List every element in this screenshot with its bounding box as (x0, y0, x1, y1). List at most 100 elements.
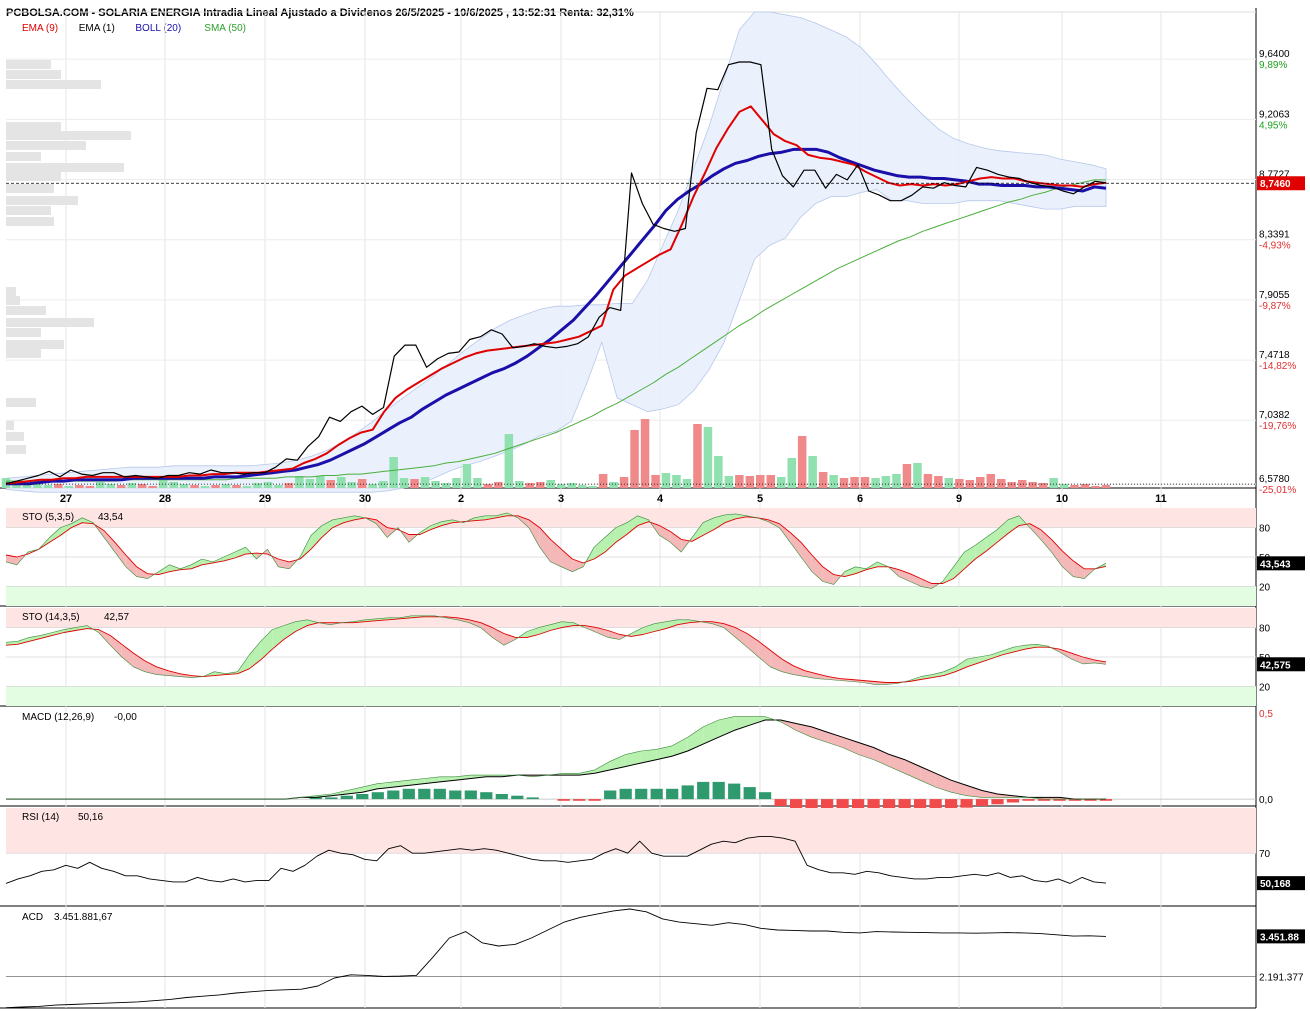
stochastic-fill (144, 660, 157, 675)
macd-histogram-bar (309, 797, 322, 800)
volume-bar (389, 457, 398, 488)
legend-item-2: BOLL (20) (135, 23, 181, 34)
y-tick-label: 7,9055 (1259, 290, 1290, 301)
level-label: 20 (1259, 682, 1271, 693)
stochastic-fill (136, 566, 148, 579)
volume-bar (829, 475, 838, 488)
stochastic-fill (670, 531, 682, 553)
stochastic-fill (874, 681, 886, 685)
stochastic-fill (997, 519, 1008, 543)
macd-histogram-bar (464, 790, 477, 800)
stochastic-fill (723, 623, 736, 638)
volume-bar (169, 482, 178, 488)
stochastic-fill (104, 530, 115, 553)
stochastic-fill (1071, 653, 1083, 664)
stochastic-last-label: 42,575 (1260, 660, 1291, 671)
rsi-level-label: 70 (1259, 849, 1271, 860)
macd-histogram-bar (371, 792, 384, 800)
y-tick-pct: 4,95% (1259, 120, 1287, 131)
y-tick-pct: -25,01% (1259, 485, 1296, 496)
legend-item-1: EMA (1) (79, 23, 115, 34)
volume-bar (148, 486, 157, 488)
chart-title: PCBOLSA.COM - SOLARIA ENERGIA Intradia L… (6, 7, 634, 19)
volume-bar (693, 424, 702, 488)
macd-histogram-bar (728, 783, 741, 800)
volume-bar (777, 477, 786, 488)
x-tick-label: 30 (359, 493, 371, 505)
stochastic-fill (967, 657, 979, 667)
y-tick-label: 8,7727 (1259, 170, 1290, 181)
macd-histogram-bar (790, 799, 803, 810)
stochastic-fill (49, 527, 61, 543)
volume-bar (797, 436, 807, 488)
stochastic-fill (156, 666, 169, 676)
stochastic-fill (354, 515, 366, 520)
stochastic-fill (295, 619, 308, 632)
volume-bar (127, 483, 136, 488)
stochastic-fill (168, 670, 180, 677)
stochastic-fill (1059, 649, 1072, 659)
macd-fill (610, 754, 626, 770)
acd-line (5, 908, 1107, 1009)
level-label: 80 (1259, 524, 1271, 535)
stochastic-fill (724, 513, 736, 523)
stochastic-fill (713, 514, 725, 530)
stochastic-fill (260, 629, 273, 660)
volume-bar (1101, 485, 1111, 488)
stochastic-fill (561, 549, 573, 572)
volume-profile-bar (6, 131, 131, 140)
indicator-value: 3.451.881,67 (54, 912, 113, 923)
volume-bar (745, 476, 755, 488)
stochastic-fill (955, 658, 968, 672)
macd-fill (734, 716, 750, 731)
x-tick-label: 4 (657, 493, 664, 505)
volume-bar (137, 484, 147, 488)
stochastic-fill (457, 617, 470, 623)
macd-histogram-bar (449, 790, 462, 800)
stochastic-fill (631, 627, 643, 637)
stochastic-fill (234, 547, 246, 558)
volume-bar (12, 484, 21, 488)
volume-profile-bar (6, 340, 64, 349)
volume-bar (410, 479, 419, 488)
y-tick-label: 8,3391 (1259, 230, 1290, 241)
stochastic-fill (98, 629, 111, 646)
macd-histogram-bar (774, 799, 787, 806)
stochastic-fill (121, 644, 134, 667)
macd-fill (749, 716, 766, 726)
volume-bar (609, 482, 618, 488)
volume-bar (305, 479, 315, 488)
stochastic-fill (851, 679, 863, 683)
volume-profile-bar (6, 306, 46, 315)
volume-bar (850, 477, 859, 488)
volume-bar (75, 485, 84, 488)
volume-bar (787, 458, 796, 488)
volume-profile-bar (6, 318, 94, 327)
macd-histogram-bar (991, 799, 1004, 805)
bollinger-band (5, 11, 1107, 493)
volume-bar (934, 476, 943, 488)
volume-bar (976, 477, 985, 488)
rsi-last-badge (1257, 876, 1305, 891)
volume-bar (274, 485, 283, 488)
stochastic-fill (942, 566, 954, 584)
stochastic-fill (474, 515, 486, 521)
volume-bar (1028, 482, 1037, 488)
macd-fill (780, 720, 797, 731)
stochastic-fill (1051, 539, 1063, 567)
y-tick-label: 9,6400 (1259, 49, 1290, 60)
macd-fill (889, 754, 905, 774)
x-tick-label: 10 (1056, 493, 1068, 505)
indicator-name: MACD (12,26,9) (22, 712, 94, 723)
volume-profile-bar (6, 70, 61, 79)
volume-profile-bar (6, 80, 101, 89)
volume-bar (452, 478, 461, 488)
stochastic-fill (605, 527, 616, 553)
last-price-badge (1257, 176, 1305, 191)
price-line (5, 61, 1107, 485)
level-label: 20 (1259, 582, 1271, 593)
stochastic-fill (1073, 560, 1085, 579)
stochastic-k-line (5, 615, 1107, 685)
acd-last-label: 3.451.88 (1260, 932, 1299, 943)
stochastic-fill (1007, 515, 1019, 534)
